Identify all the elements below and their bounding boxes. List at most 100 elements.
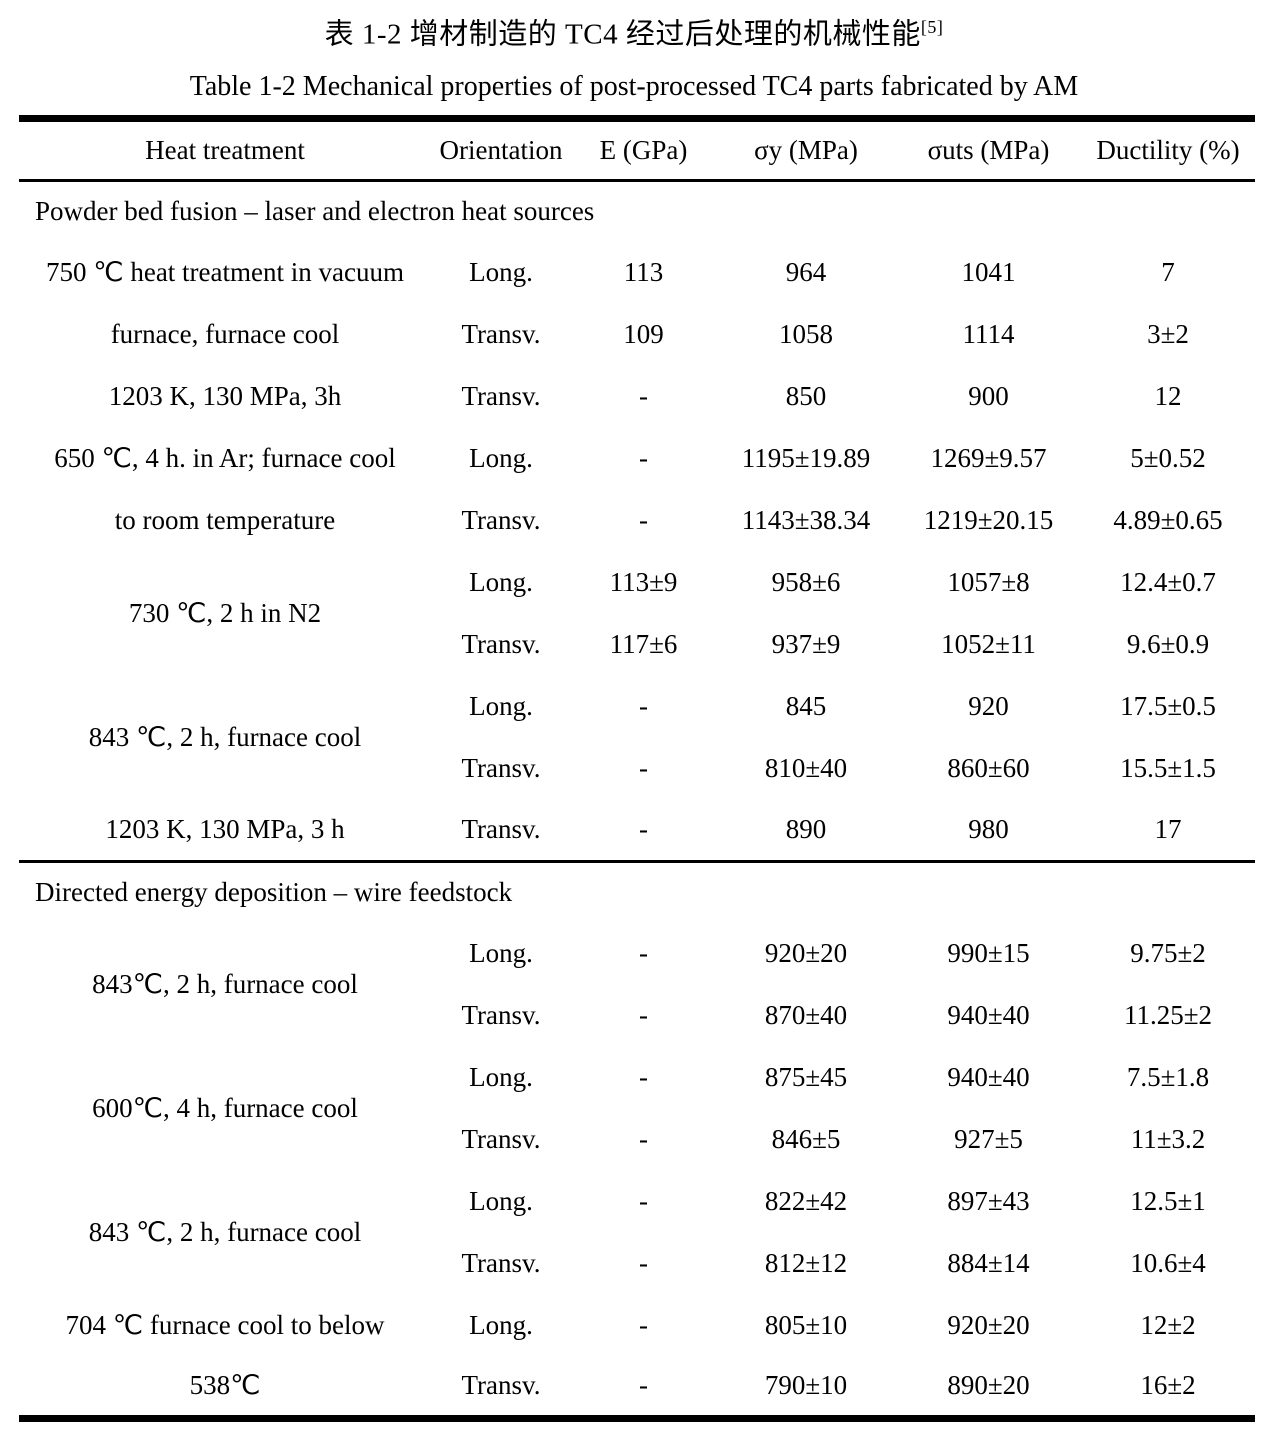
cell-sigma-y: 812±12 [764,1247,848,1278]
cell-ductility: 12 [1154,380,1182,411]
table-caption-chinese-text: 表 1-2 增材制造的 TC4 经过后处理的机械性能 [324,18,921,51]
cell-sigma-uts: 1041 [961,256,1016,287]
cell-e-gpa: - [639,380,648,411]
table-row: 650 ℃, 4 h. in Ar; furnace cool Long. - 119… [19,427,1255,489]
cell-sigma-y: 790±10 [764,1369,848,1400]
section-header-row: Directed energy deposition – wire feedst… [19,859,1255,923]
column-header-ductility: Ductility (%) [1081,118,1255,182]
cell-heat-treatment: to room temperature [114,504,336,535]
properties-table: Heat treatment Orientation E (GPa) σy (M… [19,114,1255,1422]
cell-orientation: Transv. [461,1247,541,1278]
cell-sigma-y: 846±5 [771,1123,841,1154]
table-body: Powder bed fusion – laser and electron h… [19,180,1255,1418]
cell-heat-treatment: 843 ℃, 2 h, furnace cool [88,1216,362,1247]
table-caption-chinese: 表 1-2 增材制造的 TC4 经过后处理的机械性能[5] [0,9,1268,53]
header-row: Heat treatment Orientation E (GPa) σy (M… [19,118,1255,182]
table-row: 1203 K, 130 MPa, 3 h Transv. - 890 980 17 [19,799,1255,861]
cell-sigma-uts: 860±60 [947,752,1030,783]
table-row: furnace, furnace cool Transv. 109 1058 1114 3… [19,303,1255,365]
cell-e-gpa: 113 [623,256,664,287]
cell-heat-treatment: 730 ℃, 2 h in N2 [128,597,322,628]
cell-heat-treatment: 1203 K, 130 MPa, 3 h [105,813,345,844]
cell-heat-treatment: 1203 K, 130 MPa, 3h [108,380,342,411]
cell-sigma-y: 870±40 [764,999,848,1030]
cell-ductility: 17 [1154,813,1182,844]
cell-orientation: Transv. [461,1369,541,1400]
cell-e-gpa: - [639,1309,648,1340]
cell-sigma-y: 805±10 [764,1309,848,1340]
cell-ductility: 5±0.52 [1130,442,1206,473]
column-header-e-gpa: E (GPa) [571,118,716,182]
cell-e-gpa: - [639,813,648,844]
column-header-orientation: Orientation [431,118,571,182]
cell-sigma-y: 850 [785,380,827,411]
cell-orientation: Transv. [461,504,541,535]
cell-sigma-uts: 927±5 [954,1123,1023,1154]
column-header-heat-treatment: Heat treatment [19,118,431,182]
cell-ductility: 15.5±1.5 [1120,752,1216,783]
cell-orientation: Transv. [461,1123,541,1154]
cell-e-gpa: - [639,1247,648,1278]
cell-ductility: 10.6±4 [1130,1247,1206,1278]
cell-heat-treatment: 843 ℃, 2 h, furnace cool [88,721,362,752]
cell-ductility: 12±2 [1140,1309,1196,1340]
cell-heat-treatment: 750 ℃ heat treatment in vacuum [46,256,404,287]
cell-sigma-uts: 980 [968,813,1009,844]
cell-heat-treatment: 600℃, 4 h, furnace cool [92,1092,358,1123]
section-header-row: Powder bed fusion – laser and electron h… [19,180,1255,241]
cell-ductility: 7.5±1.8 [1126,1061,1210,1092]
cell-orientation: Long. [469,690,533,721]
cell-ductility: 3±2 [1147,318,1189,349]
cell-orientation: Transv. [461,813,541,844]
cell-ductility: 7 [1161,256,1175,287]
table-row: 843 ℃, 2 h, furnace cool Long. - 822±42 897±… [19,1170,1255,1247]
cell-heat-treatment: 704 ℃ furnace cool to below [65,1309,385,1340]
citation-superscript: [5] [920,17,944,37]
table-header: Heat treatment Orientation E (GPa) σy (M… [19,118,1255,182]
cell-heat-treatment: furnace, furnace cool [110,318,340,349]
cell-sigma-uts: 884±14 [947,1247,1030,1278]
cell-e-gpa: 109 [623,318,664,349]
cell-sigma-uts: 1269±9.57 [930,442,1047,473]
table-row: 730 ℃, 2 h in N2 Long. 113±9 958±6 1057±8 12.… [19,551,1255,628]
table-row: Transv. - 870±40 940±40 11.25±2 [19,984,1255,1046]
cell-orientation: Transv. [461,318,541,349]
cell-e-gpa: - [639,999,648,1030]
cell-sigma-uts: 900 [968,380,1009,411]
cell-sigma-y: 822±42 [764,1185,848,1216]
table-row: 750 ℃ heat treatment in vacuum Long. 113 96… [19,241,1255,303]
table-row: 1203 K, 130 MPa, 3h Transv. - 850 900 12 [19,365,1255,427]
cell-sigma-y: 1195±19.89 [741,442,871,473]
column-header-sigma-uts: σuts (MPa) [896,118,1081,182]
cell-sigma-y: 810±40 [764,752,848,783]
cell-sigma-y: 937±9 [771,628,841,659]
cell-orientation: Transv. [461,380,541,411]
cell-heat-treatment: 650 ℃, 4 h. in Ar; furnace cool [54,442,396,473]
cell-orientation: Transv. [461,999,541,1030]
cell-e-gpa: - [639,937,648,968]
section-label: Directed energy deposition – wire feedst… [19,859,1255,923]
cell-sigma-y: 964 [785,256,827,287]
table-caption-english: Table 1-2 Mechanical properties of post-… [189,70,1079,102]
cell-sigma-uts: 1114 [962,318,1015,349]
cell-sigma-uts: 1057±8 [947,566,1030,597]
cell-e-gpa: - [639,442,648,473]
cell-ductility: 12.5±1 [1130,1185,1206,1216]
cell-sigma-uts: 920 [968,690,1009,721]
cell-e-gpa: - [639,752,648,783]
cell-e-gpa: - [639,1185,648,1216]
cell-sigma-uts: 920±20 [947,1309,1030,1340]
cell-e-gpa: - [639,1369,648,1400]
cell-ductility: 11±3.2 [1130,1123,1206,1154]
cell-orientation: Long. [469,1061,533,1092]
column-header-sigma-y: σy (MPa) [716,118,896,182]
cell-ductility: 17.5±0.5 [1120,690,1216,721]
cell-e-gpa: - [639,690,648,721]
table-row: 600℃, 4 h, furnace cool Long. - 875±45 940±4… [19,1046,1255,1123]
cell-sigma-y: 1058 [779,318,833,349]
cell-sigma-uts: 990±15 [947,937,1030,968]
cell-sigma-y: 845 [785,690,827,721]
cell-orientation: Long. [469,937,533,968]
cell-sigma-y: 890 [785,813,827,844]
table-row: Transv. - 810±40 860±60 15.5±1.5 [19,737,1255,799]
